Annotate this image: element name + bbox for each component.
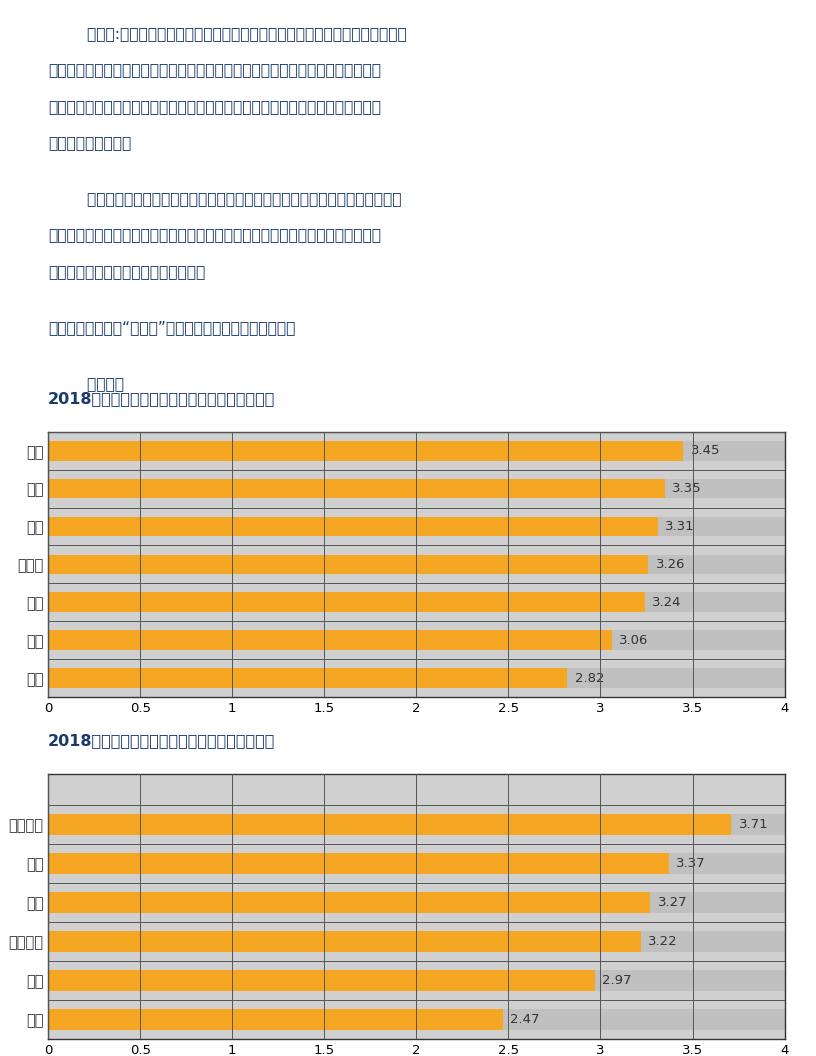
Text: 交通运输部近年来提出了要建设交通基础设施和信息化基础设施两个体系，也出台: 交通运输部近年来提出了要建设交通基础设施和信息化基础设施两个体系，也出台 <box>48 62 381 77</box>
Text: 2018年中国网民短途出行交通方式选择频率调查: 2018年中国网民短途出行交通方式选择频率调查 <box>48 391 276 406</box>
Text: 材料二：: 材料二： <box>48 376 124 392</box>
Text: 了《关于全面深化交通运改革的意见》，而智慧交通成为其重要手段，杆起了引领: 了《关于全面深化交通运改革的意见》，而智慧交通成为其重要手段，杆起了引领 <box>48 99 381 114</box>
Text: 近年来，随着我国城市化进程的推进和机动车数量的快速增长，各种交通问题: 近年来，随着我国城市化进程的推进和机动车数量的快速增长，各种交通问题 <box>48 191 401 206</box>
Text: 交通现代化的大旗。: 交通现代化的大旗。 <box>48 135 131 150</box>
Text: 材料一:智慧交通是未来交通系统的发展方向，我国高度重视智慧交通的发展，: 材料一:智慧交通是未来交通系统的发展方向，我国高度重视智慧交通的发展， <box>48 26 407 41</box>
Text: 凸显，发展智慧交通可保障交通安全、缓解拥堵难题、减少交通事故，还可提高车: 凸显，发展智慧交通可保障交通安全、缓解拥堵难题、减少交通事故，还可提高车 <box>48 228 381 243</box>
Text: （摘编自王贝贝《“十三五”中国智慧交通发展趋势判断》）: （摘编自王贝贝《“十三五”中国智慧交通发展趋势判断》） <box>48 320 295 335</box>
Text: 2018年中国网民长途出行交通方式选择频率调查: 2018年中国网民长途出行交通方式选择频率调查 <box>48 733 276 748</box>
Text: 辆及道路的运营效率，促进节能减排。: 辆及道路的运营效率，促进节能减排。 <box>48 264 206 279</box>
